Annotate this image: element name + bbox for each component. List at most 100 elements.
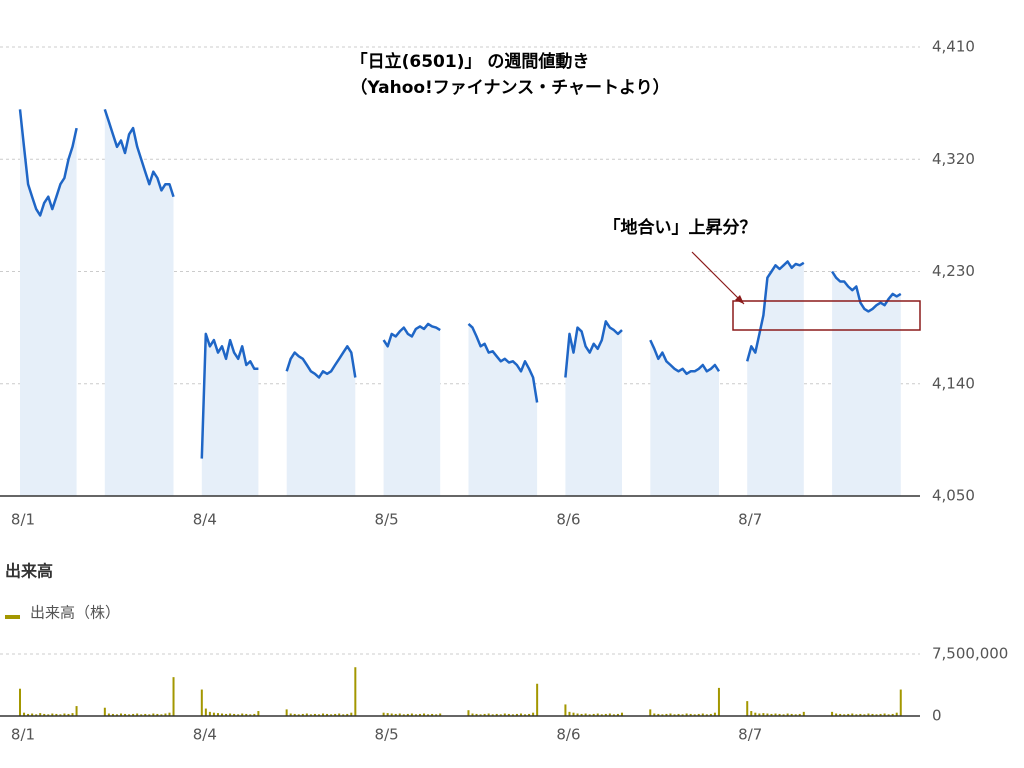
y-tick-label: 7,500,000: [932, 645, 1008, 663]
volume-bar: [847, 713, 850, 716]
volume-bar: [229, 713, 232, 716]
area: [468, 323, 538, 496]
volume-bar: [390, 713, 393, 716]
volume-bar: [216, 713, 219, 716]
volume-bar: [342, 714, 345, 716]
volume-bar: [657, 713, 660, 716]
volume-bar: [596, 713, 599, 716]
highlight-box: [732, 300, 921, 331]
y-tick-label: 4,050: [932, 487, 975, 505]
volume-bar: [794, 714, 797, 716]
volume-bar: [855, 714, 858, 716]
volume-bar: [871, 713, 874, 716]
volume-bar: [237, 714, 240, 716]
volume-bar: [160, 714, 163, 716]
volume-bar: [427, 714, 430, 716]
volume-bar: [382, 712, 385, 716]
volume-bar: [346, 713, 349, 716]
volume-bar: [503, 713, 506, 716]
volume-bar: [103, 707, 106, 716]
volume-bar: [148, 714, 151, 716]
volume-bar: [467, 710, 470, 716]
volume-bar: [115, 714, 118, 716]
volume-bar: [43, 713, 46, 716]
volume-bar: [762, 713, 765, 716]
volume-bar: [835, 713, 838, 716]
volume-bar: [600, 714, 603, 716]
x-tick-label: 8/1: [11, 726, 35, 744]
volume-bar: [289, 713, 292, 716]
volume-bar: [588, 714, 591, 716]
volume-bar: [499, 714, 502, 716]
volume-bar: [758, 713, 761, 716]
volume-bar: [225, 713, 228, 716]
area: [20, 109, 77, 497]
volume-bar: [536, 683, 539, 716]
y-tick-label: 4,410: [932, 38, 975, 56]
volume-bar: [354, 667, 357, 716]
volume-bar: [35, 714, 38, 716]
x-tick-label: 8/1: [11, 511, 35, 529]
volume-bar: [208, 711, 211, 716]
volume-bar: [673, 714, 676, 716]
y-tick-label: 4,320: [932, 150, 975, 168]
volume-bar: [168, 712, 171, 716]
volume-bar: [386, 713, 389, 716]
volume-bar: [572, 712, 575, 716]
volume-bar: [564, 704, 567, 716]
volume-bar: [67, 713, 70, 716]
volume-bar: [754, 712, 757, 716]
volume-bar: [75, 706, 78, 716]
volume-bar: [661, 714, 664, 716]
volume-bar: [152, 713, 155, 716]
volume-bar: [608, 713, 611, 716]
volume-bar: [681, 714, 684, 716]
x-tick-label: 8/4: [193, 511, 217, 529]
volume-bar: [439, 713, 442, 716]
volume-bar: [124, 713, 127, 716]
area: [650, 340, 719, 496]
volume-bar: [204, 708, 207, 716]
volume-bar: [51, 713, 54, 716]
volume-bar: [132, 713, 135, 716]
volume-bar: [774, 713, 777, 716]
area: [286, 346, 356, 496]
volume-bar: [330, 714, 333, 716]
volume-bar: [790, 713, 793, 716]
volume-bar: [200, 689, 203, 716]
volume-bar: [891, 713, 894, 716]
volume-bar: [766, 713, 769, 716]
volume-bar: [592, 713, 595, 716]
volume-bar: [293, 713, 296, 716]
volume-bar: [144, 713, 147, 716]
volume-bar: [338, 713, 341, 716]
volume-bar: [253, 713, 256, 716]
volume-bar: [899, 689, 902, 716]
area: [104, 109, 174, 497]
volume-bar: [697, 713, 700, 716]
volume-bar: [875, 714, 878, 716]
area: [565, 321, 622, 496]
volume-bar: [507, 713, 510, 716]
chart-subtitle: （Yahoo!ファイナンス・チャートより）: [350, 77, 669, 98]
volume-bar: [233, 713, 236, 716]
volume-bar: [778, 713, 781, 716]
volume-bar: [107, 713, 110, 716]
volume-bar: [475, 713, 478, 716]
volume-bar: [580, 713, 583, 716]
volume-bar: [685, 713, 688, 716]
volume-bar: [398, 713, 401, 716]
area: [201, 333, 259, 496]
volume-bar: [414, 714, 417, 716]
volume-bar: [326, 713, 329, 716]
volume-bar: [649, 709, 652, 716]
x-tick-label: 8/7: [738, 511, 762, 529]
volume-bar: [879, 713, 882, 716]
volume-bar: [431, 713, 434, 716]
volume-bar: [883, 713, 886, 716]
volume-bar: [495, 713, 498, 716]
price-line: [18, 109, 902, 459]
volume-bar: [402, 714, 405, 716]
volume-bar: [568, 711, 571, 716]
y-tick-label: 4,140: [932, 374, 975, 392]
